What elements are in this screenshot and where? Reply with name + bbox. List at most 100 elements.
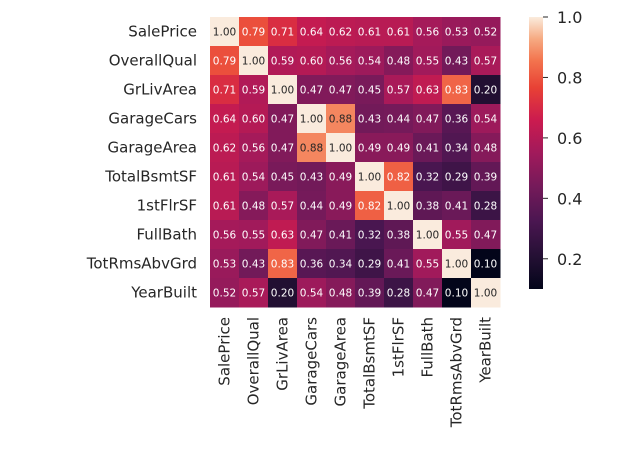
heatmap-cell <box>355 75 385 105</box>
heatmap-cell <box>471 278 501 308</box>
cell-value-label: 0.52 <box>213 288 236 300</box>
cell-value-label: 0.32 <box>358 230 381 242</box>
heatmap-cell <box>297 162 327 192</box>
cell-value-label: 0.49 <box>387 143 410 155</box>
cell-value-label: 0.56 <box>242 143 266 155</box>
heatmap-cell <box>413 162 443 192</box>
row-label: TotRmsAbvGrd <box>86 255 197 273</box>
cell-value-label: 0.55 <box>416 56 439 68</box>
cell-value-label: 0.57 <box>474 56 497 68</box>
cell-value-label: 0.47 <box>300 85 323 97</box>
cell-value-label: 0.47 <box>271 114 294 126</box>
heatmap-cell <box>210 162 240 192</box>
cell-value-label: 0.43 <box>242 259 265 271</box>
heatmap-cell <box>384 17 414 47</box>
cell-value-label: 0.28 <box>474 201 497 213</box>
cell-value-label: 0.10 <box>474 259 497 271</box>
cell-value-label: 0.88 <box>329 114 352 126</box>
cell-value-label: 1.00 <box>213 27 236 39</box>
cell-value-label: 0.49 <box>358 143 381 155</box>
heatmap-cell <box>442 249 472 279</box>
heatmap-cell <box>384 278 414 308</box>
colorbar-tick-label: 0.6 <box>557 129 582 148</box>
heatmap-cell <box>268 249 298 279</box>
heatmap-cell <box>326 17 356 47</box>
heatmap-cell <box>326 220 356 250</box>
cell-value-label: 0.47 <box>300 230 323 242</box>
colorbar-gradient <box>529 17 543 289</box>
cell-value-label: 0.54 <box>474 114 498 126</box>
heatmap-cell <box>355 191 385 221</box>
cell-value-label: 1.00 <box>300 114 323 126</box>
cell-value-label: 0.79 <box>213 56 236 68</box>
column-label: 1stFlrSF <box>390 317 408 377</box>
cell-value-label: 0.10 <box>445 288 468 300</box>
heatmap-cell <box>355 17 385 47</box>
heatmap-cell <box>210 104 240 134</box>
heatmap-cell <box>210 133 240 163</box>
colorbar-tick-label: 1.0 <box>557 8 582 27</box>
cell-value-label: 0.44 <box>300 201 324 213</box>
column-label: TotRmsAbvGrd <box>448 317 466 428</box>
cell-value-label: 0.48 <box>329 288 352 300</box>
heatmap-cell <box>239 191 269 221</box>
column-label: FullBath <box>419 317 437 378</box>
heatmap-cell <box>413 220 443 250</box>
column-label: GarageCars <box>303 317 321 406</box>
cell-value-label: 0.20 <box>474 85 497 97</box>
heatmap-cell <box>268 220 298 250</box>
cell-value-label: 0.82 <box>387 172 410 184</box>
cell-value-label: 1.00 <box>242 56 265 68</box>
heatmap-cell <box>268 75 298 105</box>
heatmap-cell <box>442 133 472 163</box>
heatmap-cell <box>355 162 385 192</box>
heatmap-cell <box>239 133 269 163</box>
cell-value-label: 0.34 <box>445 143 469 155</box>
heatmap-cell <box>268 162 298 192</box>
row-label: SalePrice <box>128 23 197 41</box>
cell-value-label: 0.57 <box>242 288 265 300</box>
cell-value-label: 0.32 <box>416 172 439 184</box>
colorbar-tick-label: 0.4 <box>557 189 582 208</box>
cell-value-label: 0.79 <box>242 27 265 39</box>
heatmap-cell <box>297 104 327 134</box>
heatmap-cell <box>239 220 269 250</box>
cell-value-label: 0.48 <box>242 201 265 213</box>
heatmap-cell <box>210 17 240 47</box>
heatmap-cell <box>210 249 240 279</box>
heatmap-cell <box>442 220 472 250</box>
cell-value-label: 0.48 <box>474 143 497 155</box>
heatmap-cell <box>355 133 385 163</box>
row-label: GrLivArea <box>123 81 197 99</box>
cell-value-label: 1.00 <box>474 288 497 300</box>
heatmap-cell <box>239 249 269 279</box>
cell-value-label: 0.34 <box>329 259 353 271</box>
heatmap-cell <box>239 75 269 105</box>
heatmap-cell <box>471 133 501 163</box>
heatmap-cell <box>384 75 414 105</box>
heatmap-cell <box>239 162 269 192</box>
cell-value-label: 0.55 <box>242 230 265 242</box>
row-label: FullBath <box>136 226 197 244</box>
heatmap-cell <box>471 191 501 221</box>
cell-value-label: 0.71 <box>271 27 294 39</box>
cell-value-label: 1.00 <box>271 85 294 97</box>
cell-value-label: 1.00 <box>445 259 468 271</box>
cell-value-label: 0.71 <box>213 85 236 97</box>
heatmap-cell <box>268 46 298 76</box>
heatmap-cell <box>413 278 443 308</box>
cell-value-label: 0.49 <box>329 172 352 184</box>
heatmap-cell <box>355 249 385 279</box>
cell-value-label: 0.63 <box>271 230 294 242</box>
heatmap-cells: 1.00 0.79 0.71 0.64 0.62 0.61 0.61 0.56 0.53 0.52… <box>210 17 501 308</box>
heatmap-cell <box>210 220 240 250</box>
cell-value-label: 0.55 <box>445 230 468 242</box>
cell-value-label: 0.41 <box>416 143 439 155</box>
cell-value-label: 0.29 <box>358 259 381 271</box>
column-label: GrLivArea <box>274 317 292 391</box>
cell-value-label: 0.61 <box>213 201 236 213</box>
heatmap-cell <box>413 249 443 279</box>
cell-value-label: 0.54 <box>358 56 382 68</box>
heatmap-cell <box>384 191 414 221</box>
